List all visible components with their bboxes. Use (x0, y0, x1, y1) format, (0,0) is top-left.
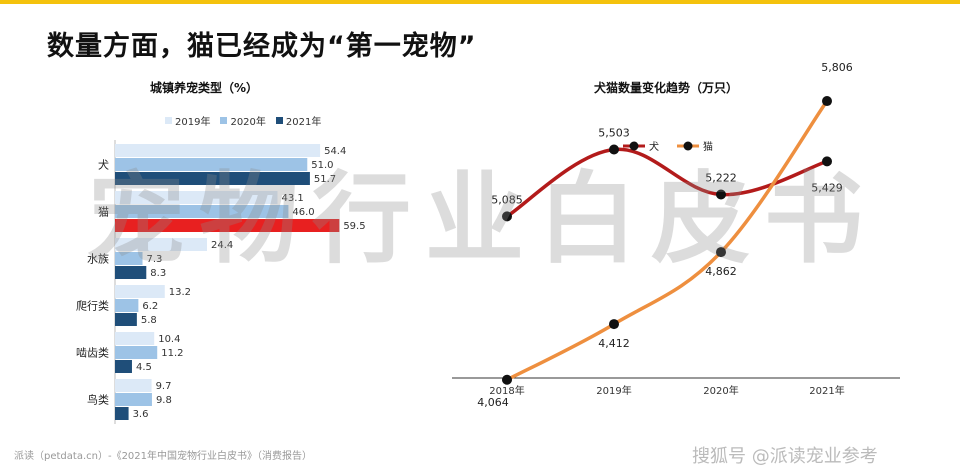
bar-value-label-2-1: 7.3 (147, 254, 163, 265)
legend-item-2019: 2019年 (165, 113, 210, 128)
line-legend-label-1: 猫 (703, 140, 713, 153)
line-legend-marker-1 (683, 141, 693, 151)
top-accent-bar (0, 0, 960, 4)
line-legend-label-0: 犬 (649, 140, 659, 153)
line-data-label-1-3: 5,806 (821, 61, 853, 74)
legend-swatch-2020 (220, 117, 228, 124)
bar-value-label-5-2: 3.6 (133, 409, 149, 420)
bar-value-label-5-0: 9.7 (156, 381, 172, 392)
line-data-label-0-1: 5,503 (598, 127, 630, 140)
legend-swatch-2019 (165, 117, 172, 124)
bar-4-0 (115, 332, 155, 345)
bar-category-label-4: 啮齿类 (76, 346, 109, 360)
bar-category-label-5: 鸟类 (87, 393, 109, 407)
bar-value-label-1-2: 59.5 (343, 221, 365, 232)
line-series-1 (506, 100, 829, 382)
line-x-tick-label-3: 2021年 (809, 384, 844, 397)
bar-1-2 (115, 219, 340, 232)
line-legend-marker-0 (629, 141, 639, 151)
line-point-0-2 (716, 189, 726, 200)
bar-value-label-4-2: 4.5 (136, 362, 152, 373)
legend-swatch-2021 (275, 117, 283, 124)
line-point-0-1 (609, 144, 619, 155)
bar-value-label-1-0: 43.1 (281, 193, 303, 204)
bar-2-0 (115, 238, 207, 251)
bar-value-label-3-2: 5.8 (141, 315, 157, 326)
bar-3-0 (115, 285, 165, 298)
legend-label-2019: 2019年 (175, 117, 211, 128)
source-footer: 派读（petdata.cn）-《2021年中国宠物行业白皮书》（消费报告） (14, 451, 313, 462)
line-data-label-1-0: 4,064 (477, 396, 509, 409)
bar-value-label-1-1: 46.0 (292, 207, 314, 218)
bar-3-2 (115, 313, 137, 326)
bar-5-0 (115, 379, 152, 392)
bar-value-label-3-1: 6.2 (142, 301, 158, 312)
bar-3-1 (115, 299, 139, 312)
bar-value-label-0-1: 51.0 (311, 160, 333, 171)
bar-category-label-1: 猫 (98, 206, 109, 219)
line-point-0-0 (502, 211, 512, 222)
line-series-0 (506, 147, 828, 218)
legend-label-2020: 2020年 (230, 117, 266, 128)
brand-watermark: 搜狐号 @派读宠业参考 (692, 446, 878, 467)
legend-item-2020: 2020年 (220, 113, 266, 128)
bar-value-label-2-0: 24.4 (211, 240, 233, 251)
line-point-1-3 (822, 96, 832, 107)
bar-4-2 (115, 360, 132, 373)
line-x-tick-label-1: 2019年 (596, 384, 631, 397)
bar-0-2 (115, 172, 310, 185)
line-point-1-1 (609, 319, 619, 330)
bar-chart-legend: 2019年 2020年 2021年 (165, 113, 321, 128)
line-chart-title: 犬猫数量变化趋势（万只） (594, 81, 739, 95)
bar-5-2 (115, 407, 129, 420)
bar-1-1 (115, 205, 289, 218)
legend-label-2021: 2021年 (285, 117, 322, 128)
line-point-0-3 (822, 156, 832, 167)
bar-category-label-2: 水族 (87, 252, 109, 266)
line-point-1-2 (716, 247, 726, 258)
line-data-label-0-3: 5,429 (811, 181, 843, 194)
bar-0-0 (115, 144, 321, 157)
line-data-label-1-2: 4,862 (705, 265, 737, 278)
bar-category-label-3: 爬行类 (76, 299, 109, 313)
bar-value-label-5-1: 9.8 (156, 395, 172, 406)
bar-category-label-0: 犬 (98, 158, 109, 172)
bar-value-label-0-2: 51.7 (314, 174, 336, 185)
line-data-label-0-2: 5,222 (705, 171, 737, 184)
bar-2-2 (115, 266, 147, 279)
bar-chart-title: 城镇养宠类型（%） (150, 81, 259, 95)
line-x-tick-label-0: 2018年 (489, 384, 524, 397)
bar-2-1 (115, 252, 143, 265)
bar-value-label-4-1: 11.2 (161, 348, 183, 359)
line-x-tick-label-2: 2020年 (703, 384, 738, 397)
line-data-label-1-1: 4,412 (598, 337, 630, 350)
bar-value-label-0-0: 54.4 (324, 146, 346, 157)
bar-5-1 (115, 393, 152, 406)
bar-4-1 (115, 346, 158, 359)
line-data-label-0-0: 5,085 (491, 193, 523, 206)
bar-value-label-3-0: 13.2 (169, 287, 191, 298)
legend-item-2021: 2021年 (275, 113, 322, 128)
bar-0-1 (115, 158, 308, 171)
bar-value-label-4-0: 10.4 (158, 334, 180, 345)
bar-value-label-2-2: 8.3 (150, 268, 166, 279)
page-title: 数量方面，猫已经成为“第一宠物” (47, 31, 477, 62)
bar-1-0 (115, 191, 278, 204)
line-point-1-0 (502, 374, 512, 385)
